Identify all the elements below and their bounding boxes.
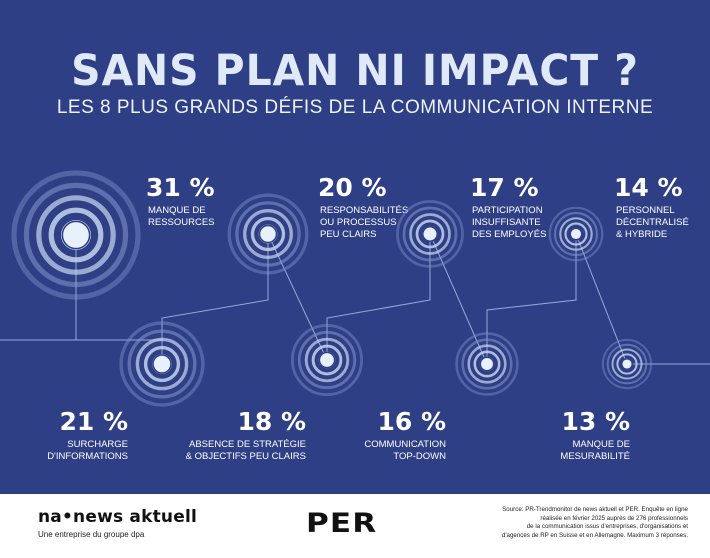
ring (415, 219, 445, 249)
ring-core (620, 357, 634, 371)
value-label: 14 % (614, 173, 683, 202)
ring (396, 200, 464, 268)
source-line: d'agences de RP en Suisse et en Allemagn… (501, 532, 688, 540)
value-label: 16 % (377, 407, 446, 436)
value-label: 18 % (237, 407, 306, 436)
category-label: SURCHARGE (67, 439, 128, 450)
category-label: D'INFORMATIONS (47, 451, 128, 462)
ring (119, 321, 205, 407)
ring-core (569, 227, 583, 241)
ring (455, 332, 519, 396)
category-label: COMMUNICATION (364, 439, 446, 450)
ring (243, 209, 293, 259)
category-label: MANQUE DE (148, 205, 206, 216)
ring (143, 345, 181, 383)
ring (467, 344, 507, 384)
ring (611, 348, 643, 380)
ring-core (152, 354, 172, 374)
ring (616, 353, 638, 375)
ring (48, 207, 104, 263)
ring (36, 195, 116, 275)
ring (127, 329, 197, 399)
category-label: PARTICIPATION (472, 205, 543, 216)
category-label: OU PROCESSUS (320, 217, 397, 228)
ring (23, 182, 129, 288)
ring-core (422, 226, 438, 242)
news-aktuell-logo: na•news aktuell (38, 507, 198, 527)
category-label: PEU CLAIRS (320, 229, 377, 240)
ring (290, 323, 364, 397)
source-note: Source: PR-Trendmonitor de news aktuell … (468, 506, 688, 541)
ring-core (258, 224, 278, 244)
ring (559, 217, 593, 251)
ring (250, 216, 286, 252)
footer: na•news aktuell Une entreprise du groupe… (0, 494, 710, 558)
source-line: réalisée en février 2025 auprès de 276 p… (540, 514, 688, 522)
category-label: RESSOURCES (148, 217, 215, 228)
page-title: SANS PLAN NI IMPACT ? (71, 46, 639, 96)
ring-core (318, 351, 336, 369)
value-label: 20 % (318, 173, 387, 202)
category-label: DES EMPLOYÉS (472, 229, 546, 240)
category-label: RESPONSABILITÉS (320, 205, 408, 216)
ring (311, 344, 343, 376)
ring (135, 337, 189, 391)
category-label: TOP-DOWN (393, 451, 446, 462)
ring (297, 330, 357, 390)
value-label: 13 % (561, 407, 630, 436)
category-label: INSUFFISANTE (472, 217, 541, 228)
ring-core (479, 356, 495, 372)
ring (461, 338, 513, 390)
page-subtitle: LES 8 PLUS GRANDS DÉFIS DE LA COMMUNICAT… (56, 97, 654, 118)
ring (235, 201, 301, 267)
category-label: & HYBRIDE (616, 229, 667, 240)
category-label: PERSONNEL (616, 205, 675, 216)
per-logo: PER (306, 508, 378, 539)
ring (601, 338, 653, 390)
ring (402, 206, 458, 262)
category-label: MANQUE DE (572, 439, 630, 450)
ring (606, 343, 648, 385)
ring (473, 350, 501, 378)
ring (409, 213, 451, 255)
ring (11, 170, 141, 300)
value-label: 21 % (59, 407, 128, 436)
ring-group-4: 18 % ABSENCE DE STRATÉGIE& OBJECTIFS PEU … (186, 323, 364, 462)
value-label: 17 % (470, 173, 539, 202)
source-line: de la communication issus d'entreprises,… (526, 523, 688, 531)
brand-tagline: Une entreprise du groupe dpa (38, 530, 145, 539)
ring (564, 222, 588, 246)
ring (553, 211, 599, 257)
category-label: & OBJECTIFS PEU CLAIRS (186, 451, 306, 462)
category-label: DÉCENTRALISÉ (616, 217, 689, 228)
ring (548, 206, 604, 262)
ring-core (61, 220, 91, 250)
category-label: ABSENCE DE STRATÉGIE (189, 439, 306, 450)
source-line: Source: PR-Trendmonitor de news aktuell … (502, 506, 688, 513)
value-label: 31 % (146, 173, 215, 202)
ring (304, 337, 350, 383)
category-label: MESURABILITÉ (560, 451, 630, 462)
ring (227, 193, 309, 275)
